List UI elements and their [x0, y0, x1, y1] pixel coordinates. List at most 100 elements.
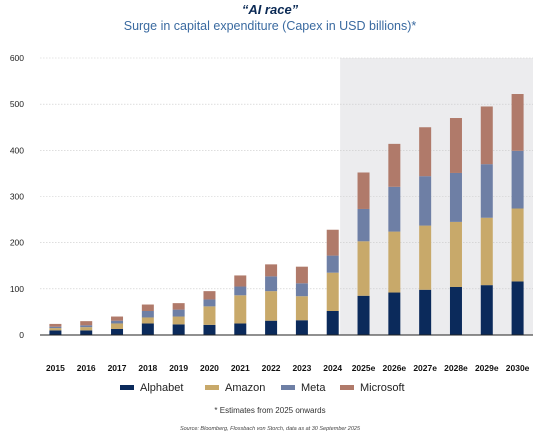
- bar-microsoft-2024: [326, 229, 339, 256]
- legend-swatch-amazon: [205, 385, 219, 390]
- bar-amazon-2023: [295, 296, 308, 321]
- bar-alphabet-2016: [80, 330, 93, 335]
- bar-meta-2016: [80, 325, 93, 328]
- bar-microsoft-2025e: [357, 172, 370, 209]
- bar-microsoft-2016: [80, 321, 93, 326]
- bar-alphabet-2030e: [511, 281, 524, 335]
- bar-microsoft-2029e: [480, 106, 493, 165]
- bar-meta-2026e: [388, 186, 401, 232]
- bar-microsoft-2022: [265, 264, 278, 277]
- x-tick-label: 2021: [231, 363, 250, 373]
- bar-microsoft-2015: [49, 323, 62, 327]
- bar-meta-2020: [203, 299, 216, 307]
- bar-meta-2027e: [419, 176, 432, 226]
- bar-alphabet-2023: [295, 320, 308, 335]
- x-tick-label: 2026e: [383, 363, 407, 373]
- bar-amazon-2029e: [480, 217, 493, 286]
- x-tick-label: 2023: [292, 363, 311, 373]
- bar-meta-2021: [234, 286, 247, 296]
- x-tick-label: 2017: [108, 363, 127, 373]
- legend-label-amazon: Amazon: [225, 382, 265, 394]
- footnote: * Estimates from 2025 onwards: [214, 406, 325, 415]
- bar-alphabet-2018: [141, 323, 154, 335]
- bar-meta-2029e: [480, 164, 493, 218]
- bar-meta-2015: [49, 326, 62, 329]
- bar-microsoft-2020: [203, 291, 216, 300]
- y-tick-label: 500: [10, 99, 24, 109]
- x-tick-label: 2020: [200, 363, 219, 373]
- bar-amazon-2028e: [449, 221, 462, 287]
- bar-amazon-2016: [80, 327, 93, 331]
- legend-label-microsoft: Microsoft: [360, 382, 405, 394]
- bar-amazon-2017: [111, 323, 124, 329]
- x-tick-label: 2028e: [444, 363, 468, 373]
- y-tick-label: 600: [10, 53, 24, 63]
- bar-amazon-2015: [49, 328, 62, 331]
- x-tick-label: 2022: [262, 363, 281, 373]
- bar-meta-2028e: [449, 172, 462, 222]
- bar-microsoft-2027e: [419, 127, 432, 177]
- y-tick-label: 0: [19, 330, 24, 340]
- y-tick-label: 300: [10, 192, 24, 202]
- bar-alphabet-2027e: [419, 289, 432, 335]
- x-tick-label: 2019: [169, 363, 188, 373]
- legend-swatch-alphabet: [120, 385, 134, 390]
- bar-meta-2030e: [511, 150, 524, 209]
- source-note: Source: Bloomberg, Flossbach von Storch,…: [180, 426, 361, 432]
- bar-amazon-2022: [265, 291, 278, 321]
- legend: Alphabet Amazon Meta Microsoft: [120, 382, 405, 394]
- y-tick-label: 400: [10, 145, 24, 155]
- x-tick-label: 2024: [323, 363, 342, 373]
- bar-meta-2022: [265, 276, 278, 292]
- bar-microsoft-2030e: [511, 94, 524, 151]
- bar-alphabet-2025e: [357, 295, 370, 335]
- y-tick-label: 200: [10, 238, 24, 248]
- legend-label-meta: Meta: [301, 382, 326, 394]
- bar-microsoft-2026e: [388, 143, 401, 187]
- bar-amazon-2024: [326, 272, 339, 311]
- bar-meta-2019: [172, 309, 185, 317]
- bar-amazon-2030e: [511, 208, 524, 282]
- bar-amazon-2026e: [388, 231, 401, 293]
- bars: [49, 94, 524, 335]
- bar-meta-2024: [326, 255, 339, 273]
- bar-amazon-2025e: [357, 241, 370, 296]
- bar-microsoft-2021: [234, 275, 247, 287]
- y-axis-ticks: 0 100 200 300 400 500 600: [10, 53, 24, 340]
- bar-meta-2025e: [357, 208, 370, 242]
- bar-alphabet-2029e: [480, 285, 493, 335]
- bar-alphabet-2021: [234, 323, 247, 335]
- legend-swatch-microsoft: [340, 385, 354, 390]
- bar-meta-2017: [111, 320, 124, 324]
- bar-amazon-2019: [172, 316, 185, 325]
- gridlines: [40, 57, 533, 290]
- x-tick-label: 2015: [46, 363, 65, 373]
- bar-microsoft-2023: [295, 266, 308, 284]
- bar-microsoft-2019: [172, 303, 185, 310]
- bar-meta-2023: [295, 283, 308, 297]
- bar-amazon-2018: [141, 317, 154, 324]
- bar-microsoft-2028e: [449, 118, 462, 173]
- x-axis-ticks: 2015 2016 2017 2018 2019 2020 2021 2022 2023 2024…: [46, 363, 530, 373]
- x-tick-label: 2016: [77, 363, 96, 373]
- y-tick-label: 100: [10, 284, 24, 294]
- chart-subtitle: Surge in capital expenditure (Capex in U…: [124, 19, 417, 33]
- bar-alphabet-2019: [172, 324, 185, 335]
- bar-meta-2018: [141, 310, 154, 318]
- legend-swatch-meta: [281, 385, 295, 390]
- x-tick-label: 2018: [138, 363, 157, 373]
- x-tick-label: 2030e: [506, 363, 530, 373]
- bar-microsoft-2017: [111, 316, 124, 321]
- bar-alphabet-2017: [111, 328, 124, 335]
- chart-title: “AI race”: [242, 2, 299, 17]
- legend-label-alphabet: Alphabet: [140, 382, 183, 394]
- bar-microsoft-2018: [141, 304, 154, 311]
- bar-amazon-2027e: [419, 225, 432, 290]
- bar-alphabet-2015: [49, 330, 62, 335]
- bar-amazon-2020: [203, 306, 216, 325]
- x-tick-label: 2029e: [475, 363, 499, 373]
- bar-alphabet-2026e: [388, 292, 401, 335]
- bar-amazon-2021: [234, 295, 247, 324]
- bar-alphabet-2028e: [449, 286, 462, 335]
